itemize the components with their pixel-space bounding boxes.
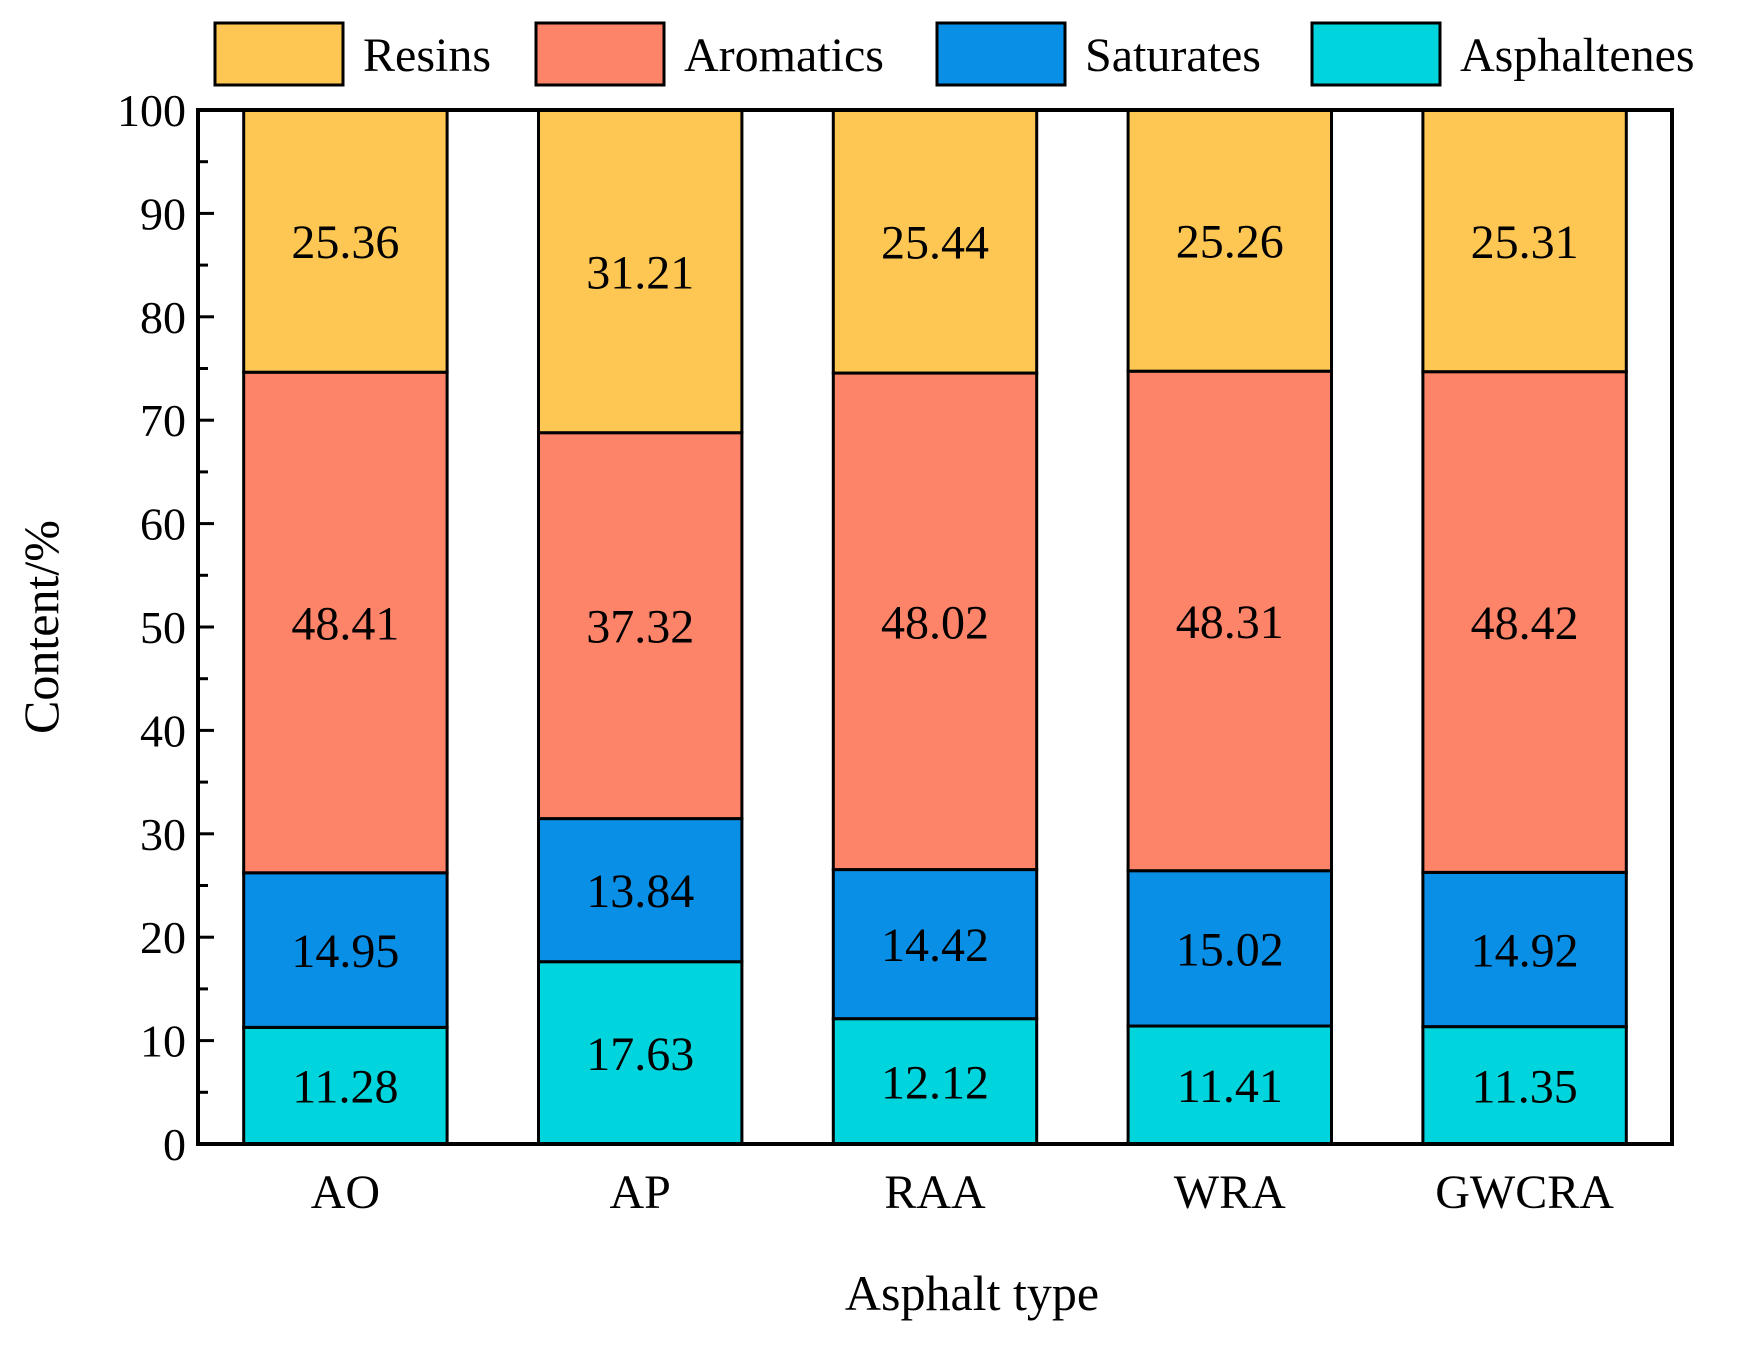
data-label-gwcra-asphaltenes: 11.35 (1471, 1060, 1577, 1113)
y-tick-label: 70 (140, 395, 186, 446)
data-label-gwcra-resins: 25.31 (1471, 216, 1579, 269)
y-tick-label: 50 (140, 602, 186, 653)
bar-gwcra-aromatics (1421, 370, 1628, 874)
y-tick-label: 20 (140, 912, 186, 963)
x-tick-label-ap: AP (610, 1166, 671, 1219)
data-label-ap-asphaltenes: 17.63 (586, 1028, 694, 1081)
x-tick-label-wra: WRA (1174, 1166, 1286, 1219)
data-label-wra-resins: 25.26 (1176, 216, 1284, 269)
y-tick-label: 60 (140, 499, 186, 550)
bar-gwcra-resins (1421, 108, 1628, 374)
bar-ao-resins (242, 108, 449, 374)
y-tick-label: 80 (140, 292, 186, 343)
x-axis-tick-labels: AO AP RAA WRA GWCRA (311, 1166, 1615, 1219)
y-tick-label: 90 (140, 188, 186, 239)
bar-gwcra-asphaltenes (1421, 1025, 1628, 1146)
legend-label-aromatics: Aromatics (684, 29, 884, 82)
legend-swatch-saturates (935, 21, 1067, 87)
data-labels: 11.28 14.95 48.41 25.36 17.63 13.84 37.32 31.21… (291, 216, 1578, 1114)
bar-ap-aromatics (536, 431, 744, 821)
bar-gwcra-saturates (1421, 870, 1628, 1029)
data-label-wra-asphaltenes: 11.41 (1177, 1060, 1283, 1113)
y-axis-title: Content/% (13, 520, 69, 734)
legend-label-resins: Resins (363, 29, 491, 82)
y-tick-label: 0 (163, 1119, 186, 1170)
data-label-raa-saturates: 14.42 (881, 919, 989, 972)
bar-raa-aromatics (831, 371, 1039, 872)
legend: Resins Aromatics Saturates Asphaltenes (213, 21, 1695, 87)
legend-swatch-asphaltenes (1310, 21, 1442, 87)
data-label-ao-aromatics: 48.41 (291, 598, 399, 651)
data-label-gwcra-saturates: 14.92 (1471, 925, 1579, 978)
y-tick-label: 30 (140, 809, 186, 860)
bars (242, 108, 1628, 1146)
data-label-ao-saturates: 14.95 (291, 925, 399, 978)
y-tick-label: 40 (140, 705, 186, 756)
data-label-raa-asphaltenes: 12.12 (881, 1056, 989, 1109)
data-label-wra-saturates: 15.02 (1176, 923, 1284, 976)
data-label-raa-resins: 25.44 (881, 217, 989, 270)
legend-label-saturates: Saturates (1085, 29, 1261, 82)
bar-wra-resins (1126, 108, 1334, 373)
y-axis-ticks (198, 108, 214, 1146)
x-tick-label-ao: AO (311, 1166, 380, 1219)
y-tick-label: 10 (140, 1016, 186, 1067)
legend-swatch-resins (213, 21, 345, 87)
x-axis-title: Asphalt type (845, 1265, 1099, 1321)
bar-raa-saturates (831, 868, 1039, 1021)
bar-ao-saturates (242, 871, 449, 1029)
bar-wra-aromatics (1126, 369, 1334, 873)
legend-label-asphaltenes: Asphaltenes (1460, 29, 1695, 82)
data-label-ap-resins: 31.21 (586, 246, 694, 299)
bar-ap-saturates (536, 817, 744, 964)
y-tick-label: 100 (117, 85, 186, 136)
data-label-ao-asphaltenes: 11.28 (292, 1061, 398, 1114)
x-tick-label-gwcra: GWCRA (1435, 1166, 1614, 1219)
data-label-ao-resins: 25.36 (291, 216, 399, 269)
legend-swatch-aromatics (534, 21, 666, 87)
bar-raa-resins (831, 108, 1039, 375)
data-label-ap-saturates: 13.84 (586, 865, 694, 918)
y-axis-tick-labels: 0 10 20 30 40 50 60 70 80 90 100 (117, 85, 186, 1170)
data-label-ap-aromatics: 37.32 (586, 601, 694, 654)
bar-ap-resins (536, 108, 744, 435)
bar-ao-asphaltenes (242, 1025, 449, 1146)
data-label-gwcra-aromatics: 48.42 (1471, 597, 1579, 650)
data-label-wra-aromatics: 48.31 (1176, 596, 1284, 649)
x-tick-label-raa: RAA (884, 1166, 986, 1219)
data-label-raa-aromatics: 48.02 (881, 596, 989, 649)
